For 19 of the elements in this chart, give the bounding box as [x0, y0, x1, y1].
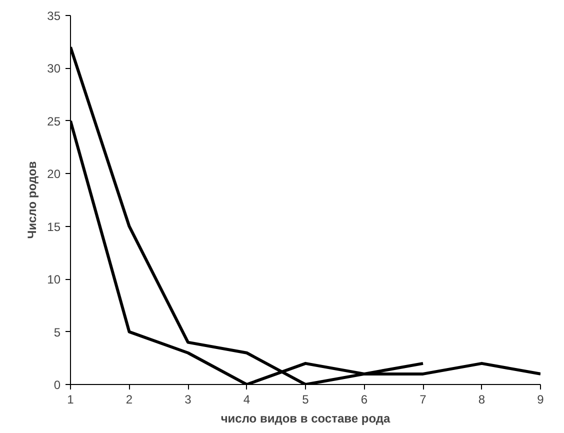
y-tick-label: 20	[47, 167, 61, 182]
x-tick-label: 5	[302, 392, 310, 406]
x-tick-label: 3	[184, 392, 192, 406]
y-tick-label: 30	[47, 62, 61, 76]
x-tick-label: 4	[243, 392, 250, 406]
y-tick-label: 10	[47, 272, 61, 287]
y-tick-label: 5	[54, 325, 61, 340]
y-tick-label: 15	[47, 220, 61, 234]
x-tick-label: 1	[67, 392, 74, 406]
y-tick-label: 0	[54, 378, 61, 392]
x-tick-label: 8	[478, 392, 486, 406]
y-tick-label: 25	[47, 114, 61, 128]
y-tick-label: 35	[47, 9, 61, 23]
x-axis-title: число видов в составе рода	[220, 412, 391, 426]
x-tick-label: 2	[126, 392, 133, 406]
x-tick-label: 6	[360, 392, 368, 406]
x-tick-label: 7	[420, 392, 427, 406]
y-axis-title: Число родов	[25, 161, 40, 239]
x-tick-label: 9	[537, 392, 544, 406]
